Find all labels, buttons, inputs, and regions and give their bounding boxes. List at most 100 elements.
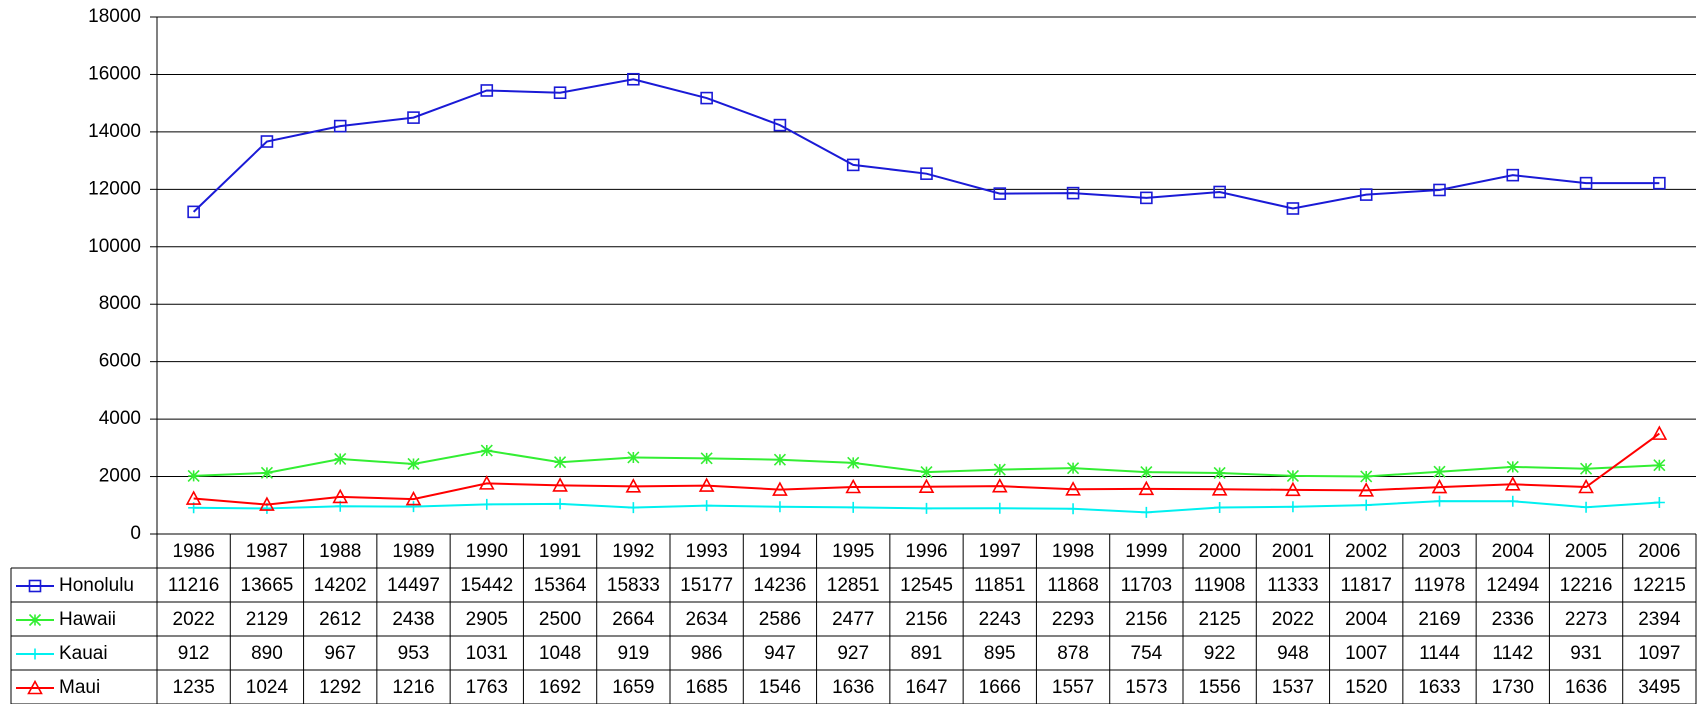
table-value: 2586: [759, 609, 801, 630]
marker: [1066, 186, 1080, 200]
marker-shape: [333, 119, 347, 133]
marker: [1431, 478, 1448, 494]
marker: [920, 167, 933, 180]
marker-shape: [29, 648, 41, 660]
marker-shape: [627, 72, 640, 86]
marker-shape: [1506, 460, 1519, 473]
marker-shape: [1359, 188, 1373, 201]
table-value: 11817: [1340, 575, 1391, 596]
marker: [846, 158, 860, 172]
table-value: 1546: [759, 677, 801, 698]
marker-shape: [407, 457, 420, 471]
marker-shape: [1578, 478, 1594, 494]
marker-shape: [554, 456, 567, 469]
table-value: 878: [1057, 643, 1089, 664]
marker-shape: [332, 488, 349, 504]
marker: [700, 91, 713, 105]
marker-shape: [1285, 481, 1301, 497]
marker: [994, 502, 1006, 514]
table-value: 912: [178, 643, 210, 664]
marker-shape: [1504, 476, 1521, 491]
marker: [1580, 501, 1592, 513]
marker-shape: [481, 498, 493, 510]
marker: [1138, 480, 1155, 496]
marker: [627, 451, 640, 464]
y-tick-label: 4000: [99, 408, 141, 429]
marker-shape: [1067, 503, 1079, 515]
marker-shape: [846, 158, 860, 172]
marker: [553, 86, 567, 100]
table-value: 2169: [1418, 609, 1460, 630]
marker-shape: [554, 498, 566, 510]
marker-shape: [480, 444, 493, 457]
table-value: 14236: [754, 575, 807, 596]
marker-shape: [187, 469, 200, 482]
marker-shape: [1507, 495, 1519, 507]
marker-shape: [1431, 478, 1448, 494]
y-tick-label: 6000: [99, 351, 141, 372]
marker: [698, 477, 715, 492]
marker: [701, 500, 713, 512]
marker: [1067, 503, 1079, 515]
marker-shape: [1360, 499, 1372, 511]
marker-shape: [1286, 469, 1299, 482]
marker-shape: [994, 502, 1006, 514]
marker-shape: [28, 613, 42, 627]
marker: [334, 452, 347, 466]
marker-shape: [918, 478, 935, 493]
marker-shape: [993, 187, 1007, 200]
table-value: 1730: [1492, 677, 1534, 698]
table-value: 1636: [832, 677, 874, 698]
table-value: 986: [691, 643, 723, 664]
marker-shape: [1653, 459, 1666, 472]
table-value: 11978: [1414, 575, 1465, 596]
table-value: 953: [398, 643, 430, 664]
marker-shape: [1360, 470, 1373, 483]
marker: [1579, 176, 1593, 190]
marker: [774, 501, 786, 513]
legend-label: Kauai: [59, 643, 108, 664]
marker-shape: [845, 478, 862, 494]
marker: [700, 452, 713, 465]
marker-shape: [1067, 462, 1080, 475]
marker-shape: [1651, 425, 1668, 440]
table-value: 1573: [1125, 677, 1167, 698]
table-value: 922: [1204, 643, 1236, 664]
table-value: 1097: [1638, 643, 1680, 664]
marker: [1504, 476, 1521, 491]
marker-shape: [1211, 481, 1228, 496]
marker-shape: [480, 84, 494, 97]
table-value: 1685: [686, 677, 728, 698]
marker: [481, 498, 493, 510]
table-value: 1647: [905, 677, 947, 698]
table-value: 1557: [1052, 677, 1094, 698]
table-value: 2156: [905, 609, 947, 630]
marker-shape: [993, 463, 1006, 476]
table-value: 1763: [466, 677, 508, 698]
table-value: 2905: [466, 609, 508, 630]
marker: [1507, 495, 1519, 507]
table-value: 11333: [1267, 575, 1318, 596]
table-value: 2125: [1199, 609, 1241, 630]
marker: [1213, 185, 1226, 199]
y-tick-label: 8000: [99, 293, 141, 314]
marker-shape: [1140, 506, 1152, 518]
marker: [773, 453, 786, 466]
marker: [1211, 481, 1228, 496]
table-value: 15364: [534, 575, 587, 596]
marker-shape: [185, 490, 202, 505]
marker: [407, 457, 420, 471]
marker-shape: [260, 466, 273, 479]
marker-shape: [1433, 183, 1446, 197]
marker-shape: [334, 452, 347, 466]
marker: [333, 119, 347, 133]
table-value: 2243: [979, 609, 1021, 630]
marker-shape: [552, 477, 568, 492]
marker: [552, 477, 568, 492]
x-tick-label: 2001: [1272, 541, 1314, 562]
marker: [1433, 465, 1446, 478]
marker-shape: [920, 466, 933, 479]
marker: [1358, 482, 1375, 497]
table-value: 895: [984, 643, 1016, 664]
marker-shape: [1065, 481, 1081, 496]
